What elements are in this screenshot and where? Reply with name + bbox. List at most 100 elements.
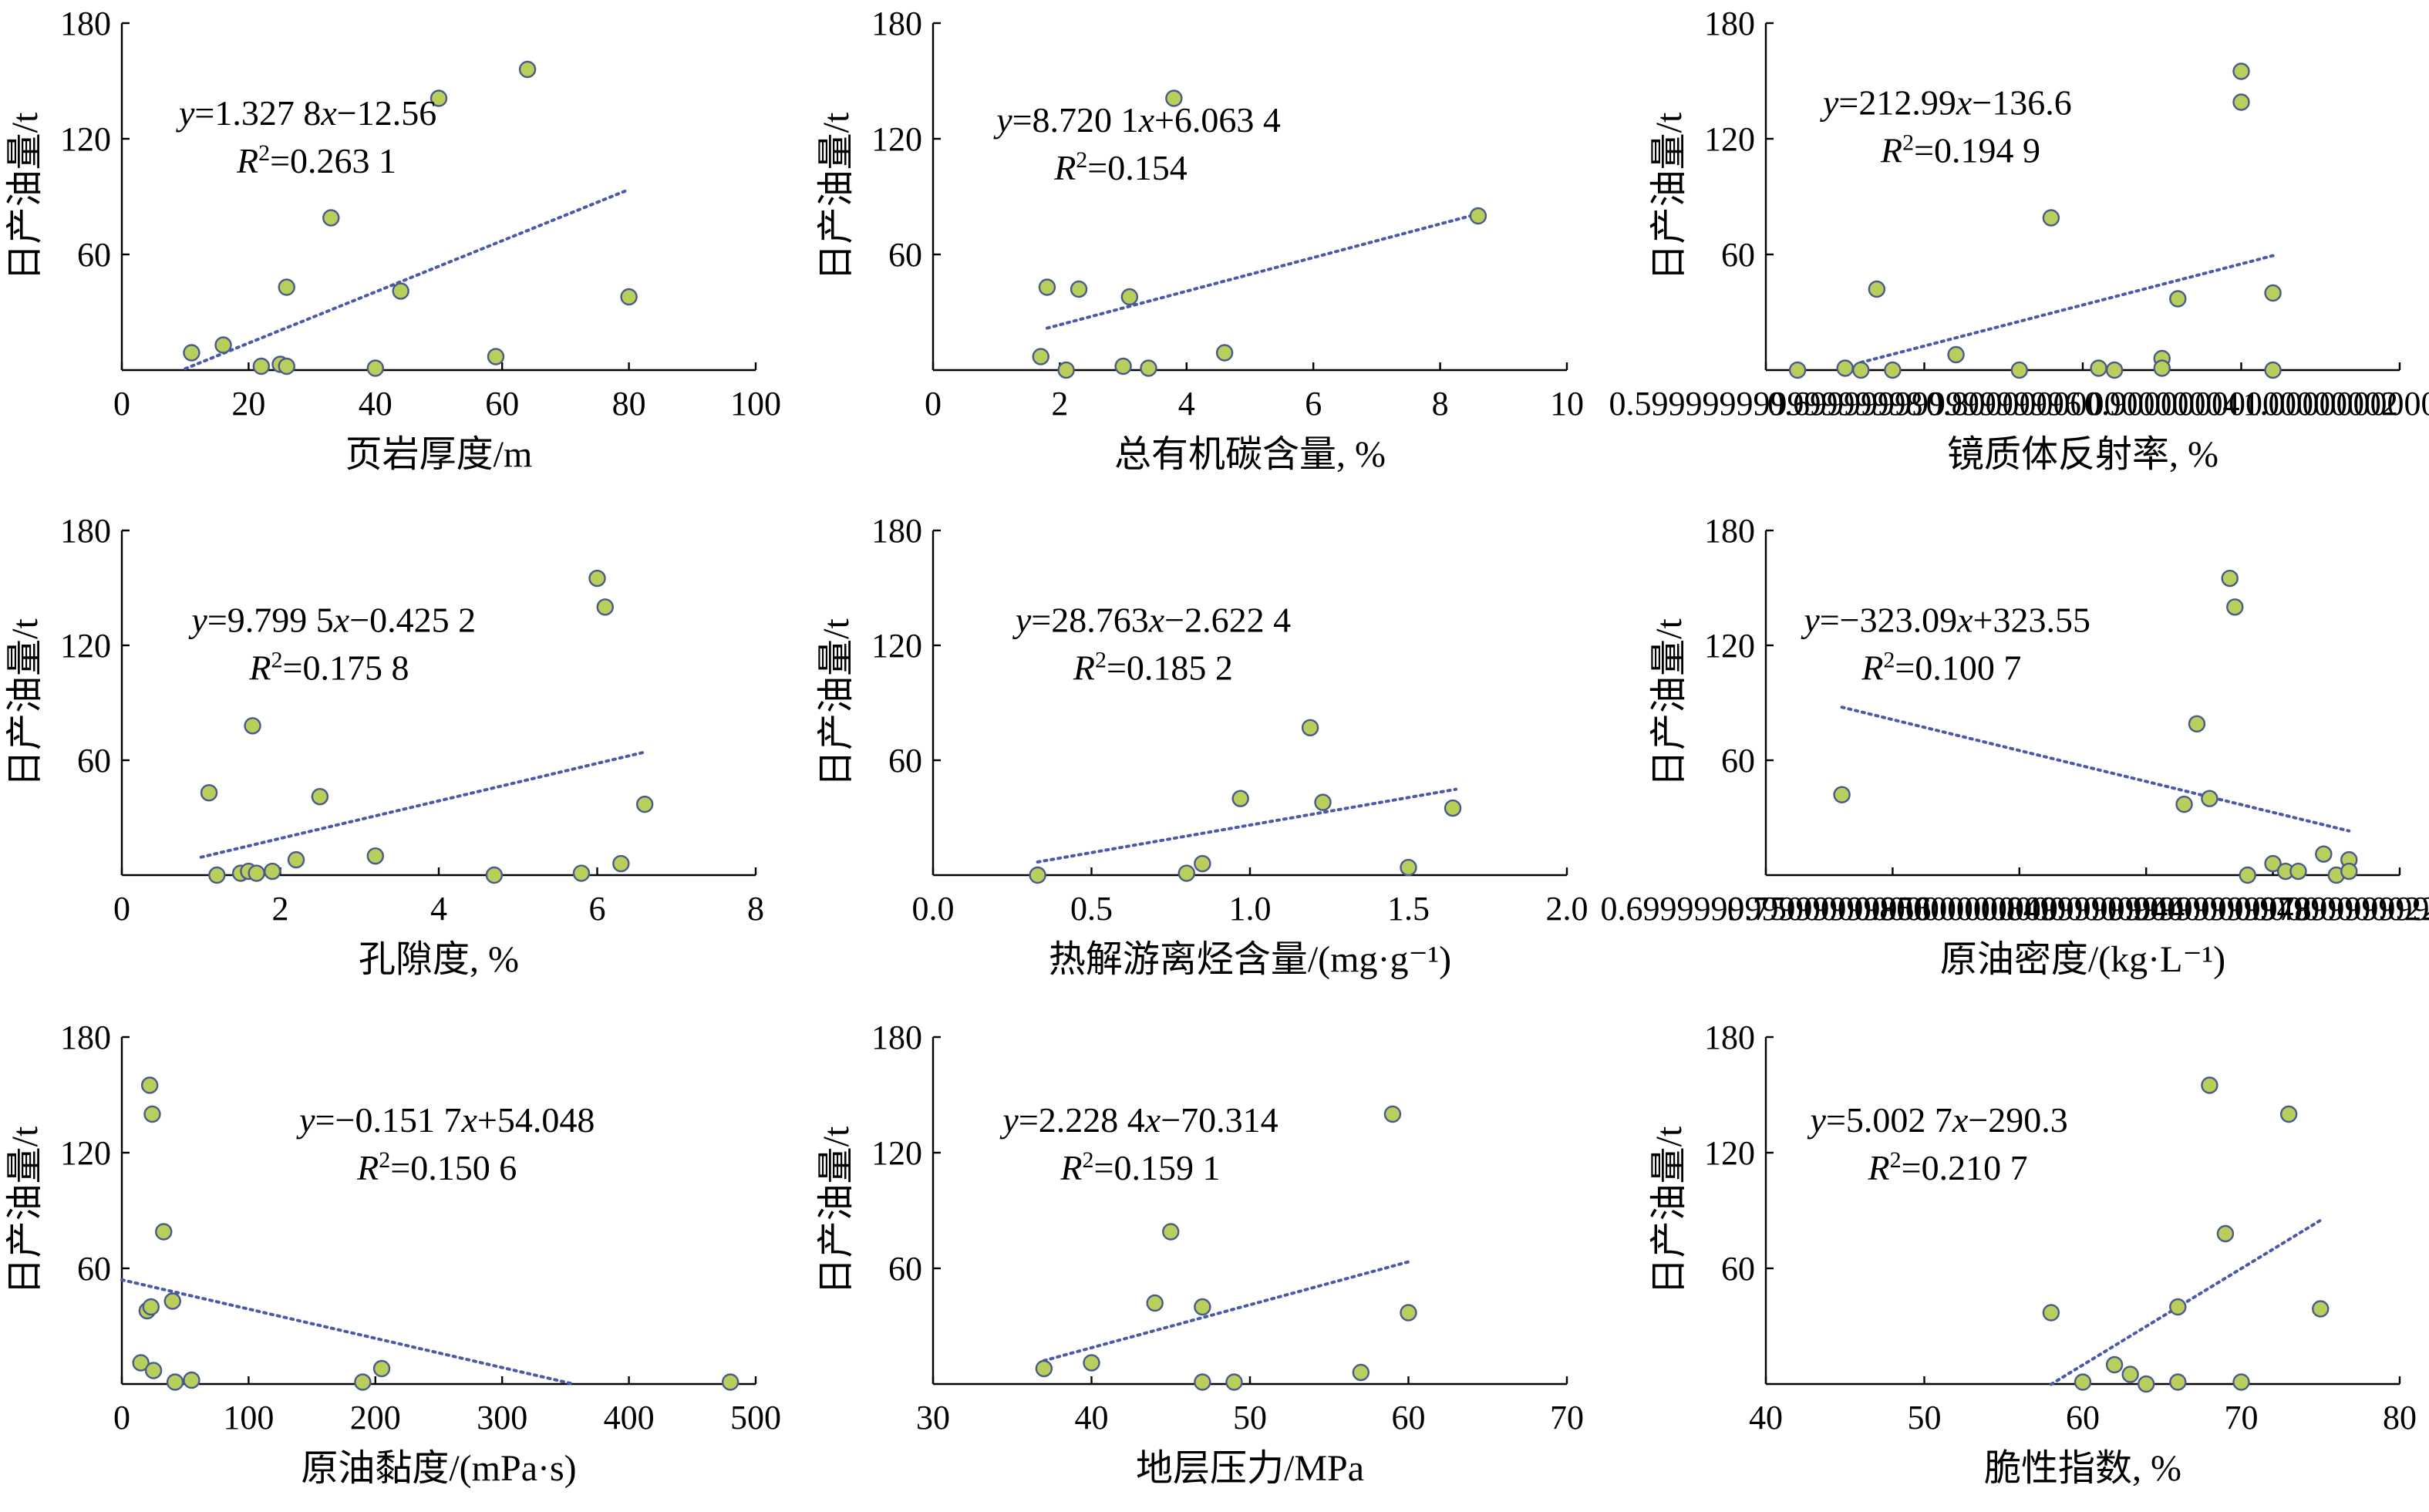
y-tick-label: 60 [77, 236, 111, 274]
x-tick-label: 0.900000000000000022 [2107, 890, 2429, 928]
trend-line [184, 187, 631, 371]
regression-equation: y=28.763x−2.622 4 [1012, 601, 1291, 640]
data-point [430, 89, 448, 107]
scatter-panel-4: 0 2 4 6 8 60 120 180 孔隙度, % 日产油量/t y=9.799 5x−0.42… [5, 512, 764, 980]
x-tick-label: 8 [747, 890, 764, 928]
x-tick-label: 1.0 [1229, 890, 1272, 928]
regression-equation: y=8.720 1x+6.063 4 [993, 100, 1281, 140]
x-tick-label: 6 [589, 890, 606, 928]
data-point [287, 850, 305, 869]
data-point [1314, 793, 1332, 811]
trend-line [1045, 212, 1480, 330]
trend-line [1042, 1260, 1410, 1362]
x-tick-label: 40 [359, 385, 392, 423]
data-point [1788, 361, 1807, 379]
data-point [183, 344, 200, 362]
data-point [2279, 1105, 2298, 1123]
x-tick-label: 0.699999999999999956 [1601, 890, 1932, 928]
x-tick-label: 0.0 [912, 890, 955, 928]
y-tick-label: 120 [871, 627, 922, 665]
regression-equation: y=2.228 4x−70.314 [999, 1100, 1278, 1140]
r-squared-label: R2=0.150 6 [356, 1147, 517, 1187]
data-point [620, 288, 638, 306]
data-point [2289, 862, 2307, 881]
y-tick-label: 120 [60, 1134, 111, 1172]
y-tick-label: 120 [871, 1134, 922, 1172]
x-axis-title: 原油密度/(kg·L⁻¹) [1940, 939, 2225, 980]
data-point [163, 1292, 181, 1310]
y-tick-label: 120 [1704, 120, 1755, 158]
x-tick-label: 4 [430, 890, 447, 928]
r-squared-label: R2=0.263 1 [236, 140, 396, 180]
y-tick-label: 180 [871, 512, 922, 550]
data-point [2042, 1304, 2060, 1322]
data-point [1083, 1354, 1100, 1372]
data-point [1868, 280, 1886, 298]
data-point [2340, 862, 2358, 881]
x-tick-label: 8 [1432, 385, 1449, 423]
x-tick-label: 100 [223, 1399, 274, 1436]
x-tick-label: 0.90000000000000002 [2084, 385, 2398, 423]
scatter-panel-2: 0 2 4 6 8 10 60 120 180 总有机碳含量, % 日产油量/t y=8.720 1x… [816, 5, 1584, 475]
x-tick-label: 10 [1550, 385, 1584, 423]
data-point [518, 60, 537, 79]
data-point [1140, 359, 1157, 377]
y-tick-label: 60 [77, 1250, 111, 1288]
data-point [1194, 1298, 1211, 1316]
x-tick-label: 0.849999999999999978 [1981, 890, 2312, 928]
data-point [1057, 361, 1075, 379]
x-tick-label: 60 [1392, 1399, 1426, 1436]
data-point [2312, 1300, 2330, 1318]
x-tick-label: 2 [1051, 385, 1068, 423]
scatter-panel-9: 40 50 60 70 80 60 120 180 脆性指数, % 日产油量/t y=5.002 7… [1649, 1019, 2417, 1489]
data-point [278, 357, 295, 375]
data-point [2315, 845, 2333, 863]
data-point [166, 1373, 184, 1391]
data-point [2169, 1373, 2187, 1391]
y-tick-label: 180 [60, 1019, 111, 1056]
x-tick-label: 50 [1233, 1399, 1267, 1436]
trend-line [1859, 254, 2275, 365]
data-point [244, 717, 261, 735]
x-tick-label: 60 [2066, 1399, 2100, 1436]
regression-equation: y=−323.09x+323.55 [1801, 601, 2090, 640]
data-point [487, 348, 505, 365]
x-tick-label: 0 [113, 1399, 130, 1436]
data-point [366, 359, 384, 377]
data-point [2216, 1224, 2235, 1243]
y-axis-title: 日产油量/t [816, 1126, 857, 1295]
x-tick-label: 40 [1749, 1399, 1783, 1436]
data-point [485, 866, 504, 884]
data-point [2105, 361, 2124, 379]
scatter-panel-7: 0 100 200 300 400 500 60 120 180 原油黏度/(mPa·s) 日产油量… [5, 1019, 781, 1489]
data-point [2232, 1373, 2250, 1391]
data-point [2221, 569, 2239, 588]
data-point [372, 1359, 391, 1378]
data-point [264, 862, 281, 881]
data-point [2105, 1355, 2124, 1374]
x-tick-label: 0 [925, 385, 942, 423]
y-tick-label: 180 [60, 5, 111, 42]
data-point [1162, 1223, 1180, 1241]
data-point [1038, 278, 1056, 296]
data-point [1884, 361, 1902, 379]
data-point [2201, 790, 2218, 807]
data-point [1836, 359, 1854, 377]
regression-equation: y=9.799 5x−0.425 2 [188, 601, 476, 640]
data-point [278, 278, 295, 296]
data-point [1444, 799, 1462, 817]
y-axis-title: 日产油量/t [816, 618, 857, 787]
x-tick-label: 4 [1178, 385, 1195, 423]
x-tick-label: 0.5 [1070, 890, 1113, 928]
y-tick-label: 120 [60, 120, 111, 158]
data-point [1383, 1105, 1402, 1123]
x-tick-label: 70 [1550, 1399, 1584, 1436]
data-point [1400, 858, 1417, 877]
scatter-panel-5: 0.0 0.5 1.0 1.5 2.0 60 120 180 热解游离烃含量/(mg·g⁻¹) 日… [816, 512, 1588, 980]
x-tick-label: 2 [272, 890, 289, 928]
data-point [1400, 1304, 1417, 1322]
trend-line [1840, 705, 2351, 833]
data-point [572, 864, 591, 882]
scatter-panel-3: 0.599999999999999980.699999999999999960.… [1609, 5, 2429, 475]
